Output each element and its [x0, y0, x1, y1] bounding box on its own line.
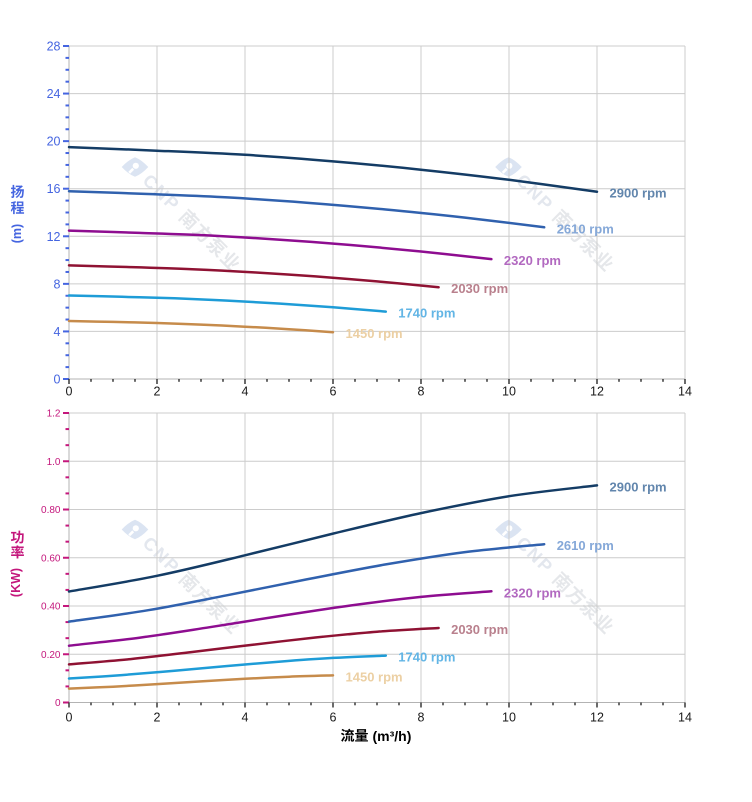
svg-text:4: 4: [54, 325, 61, 339]
svg-text:2: 2: [154, 385, 161, 399]
svg-text:6: 6: [330, 385, 337, 399]
svg-text:0.20: 0.20: [41, 650, 61, 661]
svg-text:16: 16: [47, 182, 61, 196]
svg-text:28: 28: [47, 40, 61, 54]
svg-text:12: 12: [47, 230, 61, 244]
svg-text:12: 12: [590, 711, 604, 725]
svg-text:1740 rpm: 1740 rpm: [398, 650, 455, 665]
svg-text:1450 rpm: 1450 rpm: [346, 326, 403, 341]
svg-text:0: 0: [66, 385, 73, 399]
svg-text:0: 0: [66, 711, 73, 725]
svg-text:8: 8: [54, 277, 61, 291]
svg-text:0.80: 0.80: [41, 505, 61, 516]
svg-text:8: 8: [418, 385, 425, 399]
svg-text:24: 24: [47, 87, 61, 101]
svg-text:4: 4: [242, 385, 249, 399]
svg-text:2320 rpm: 2320 rpm: [504, 253, 561, 268]
svg-text:(m): (m): [10, 224, 24, 243]
svg-text:2320 rpm: 2320 rpm: [504, 585, 561, 600]
svg-text:10: 10: [502, 711, 516, 725]
svg-text:1.2: 1.2: [47, 409, 61, 420]
svg-text:2: 2: [154, 711, 161, 725]
svg-text:2610 rpm: 2610 rpm: [557, 221, 614, 236]
svg-text:6: 6: [330, 711, 337, 725]
svg-text:2610 rpm: 2610 rpm: [557, 538, 614, 553]
svg-text:14: 14: [678, 711, 692, 725]
svg-text:10: 10: [502, 385, 516, 399]
svg-text:12: 12: [590, 385, 604, 399]
svg-text:2900 rpm: 2900 rpm: [610, 479, 667, 494]
svg-text:4: 4: [242, 711, 249, 725]
svg-text:8: 8: [418, 711, 425, 725]
svg-text:0.40: 0.40: [41, 602, 61, 613]
svg-text:2900 rpm: 2900 rpm: [610, 186, 667, 201]
svg-text:20: 20: [47, 135, 61, 149]
svg-text:(m³/h): (m³/h): [373, 728, 412, 744]
svg-text:1740 rpm: 1740 rpm: [398, 306, 455, 321]
svg-text:0: 0: [55, 698, 61, 709]
svg-text:1.0: 1.0: [47, 457, 61, 468]
svg-text:(KW): (KW): [9, 568, 23, 597]
svg-text:0.60: 0.60: [41, 553, 61, 564]
svg-text:1450 rpm: 1450 rpm: [346, 669, 403, 684]
svg-text:0: 0: [54, 373, 61, 387]
svg-text:2030 rpm: 2030 rpm: [451, 622, 508, 637]
svg-text:14: 14: [678, 385, 692, 399]
svg-text:2030 rpm: 2030 rpm: [451, 281, 508, 296]
